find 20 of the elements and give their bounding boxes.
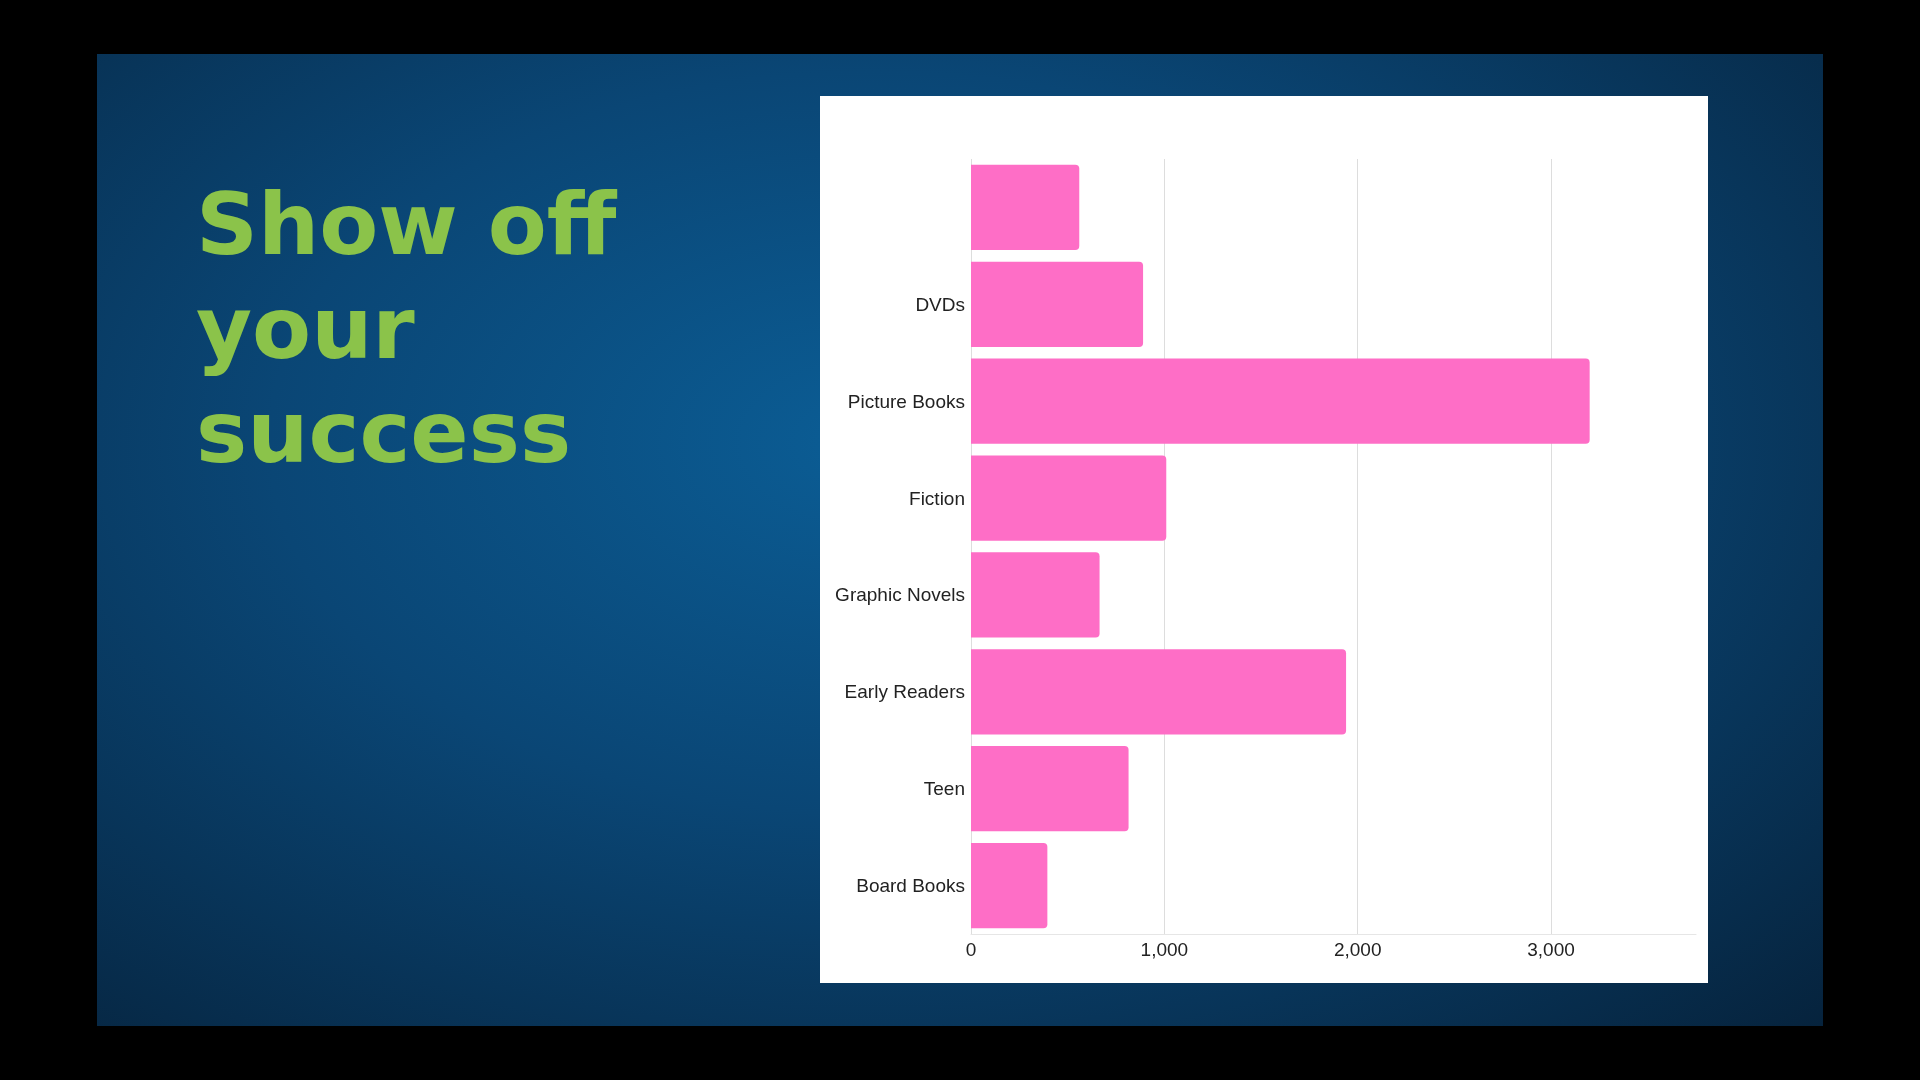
- y-tick-label: Early Readers: [844, 681, 965, 703]
- y-tick-label: Fiction: [909, 487, 965, 509]
- y-tick-label: Teen: [923, 778, 965, 800]
- bar: [971, 842, 1048, 929]
- bar: [971, 649, 1347, 735]
- x-tick-label: 1,000: [1140, 939, 1189, 960]
- bar: [971, 261, 1144, 347]
- bar: [971, 552, 1100, 638]
- bar: [971, 746, 1129, 832]
- y-tick-label: Picture Books: [847, 390, 965, 412]
- y-tick-label: Graphic Novels: [835, 584, 965, 606]
- x-tick-label: 0: [965, 939, 977, 960]
- text: Show off your success: [196, 173, 619, 484]
- bar: [971, 455, 1167, 541]
- x-tick-label: 3,000: [1527, 939, 1575, 960]
- bar: [971, 358, 1590, 444]
- x-tick-label: 2,000: [1333, 939, 1382, 960]
- y-tick-label: DVDs: [915, 293, 965, 315]
- bar: [971, 164, 1080, 251]
- y-tick-label: Board Books: [856, 875, 965, 897]
